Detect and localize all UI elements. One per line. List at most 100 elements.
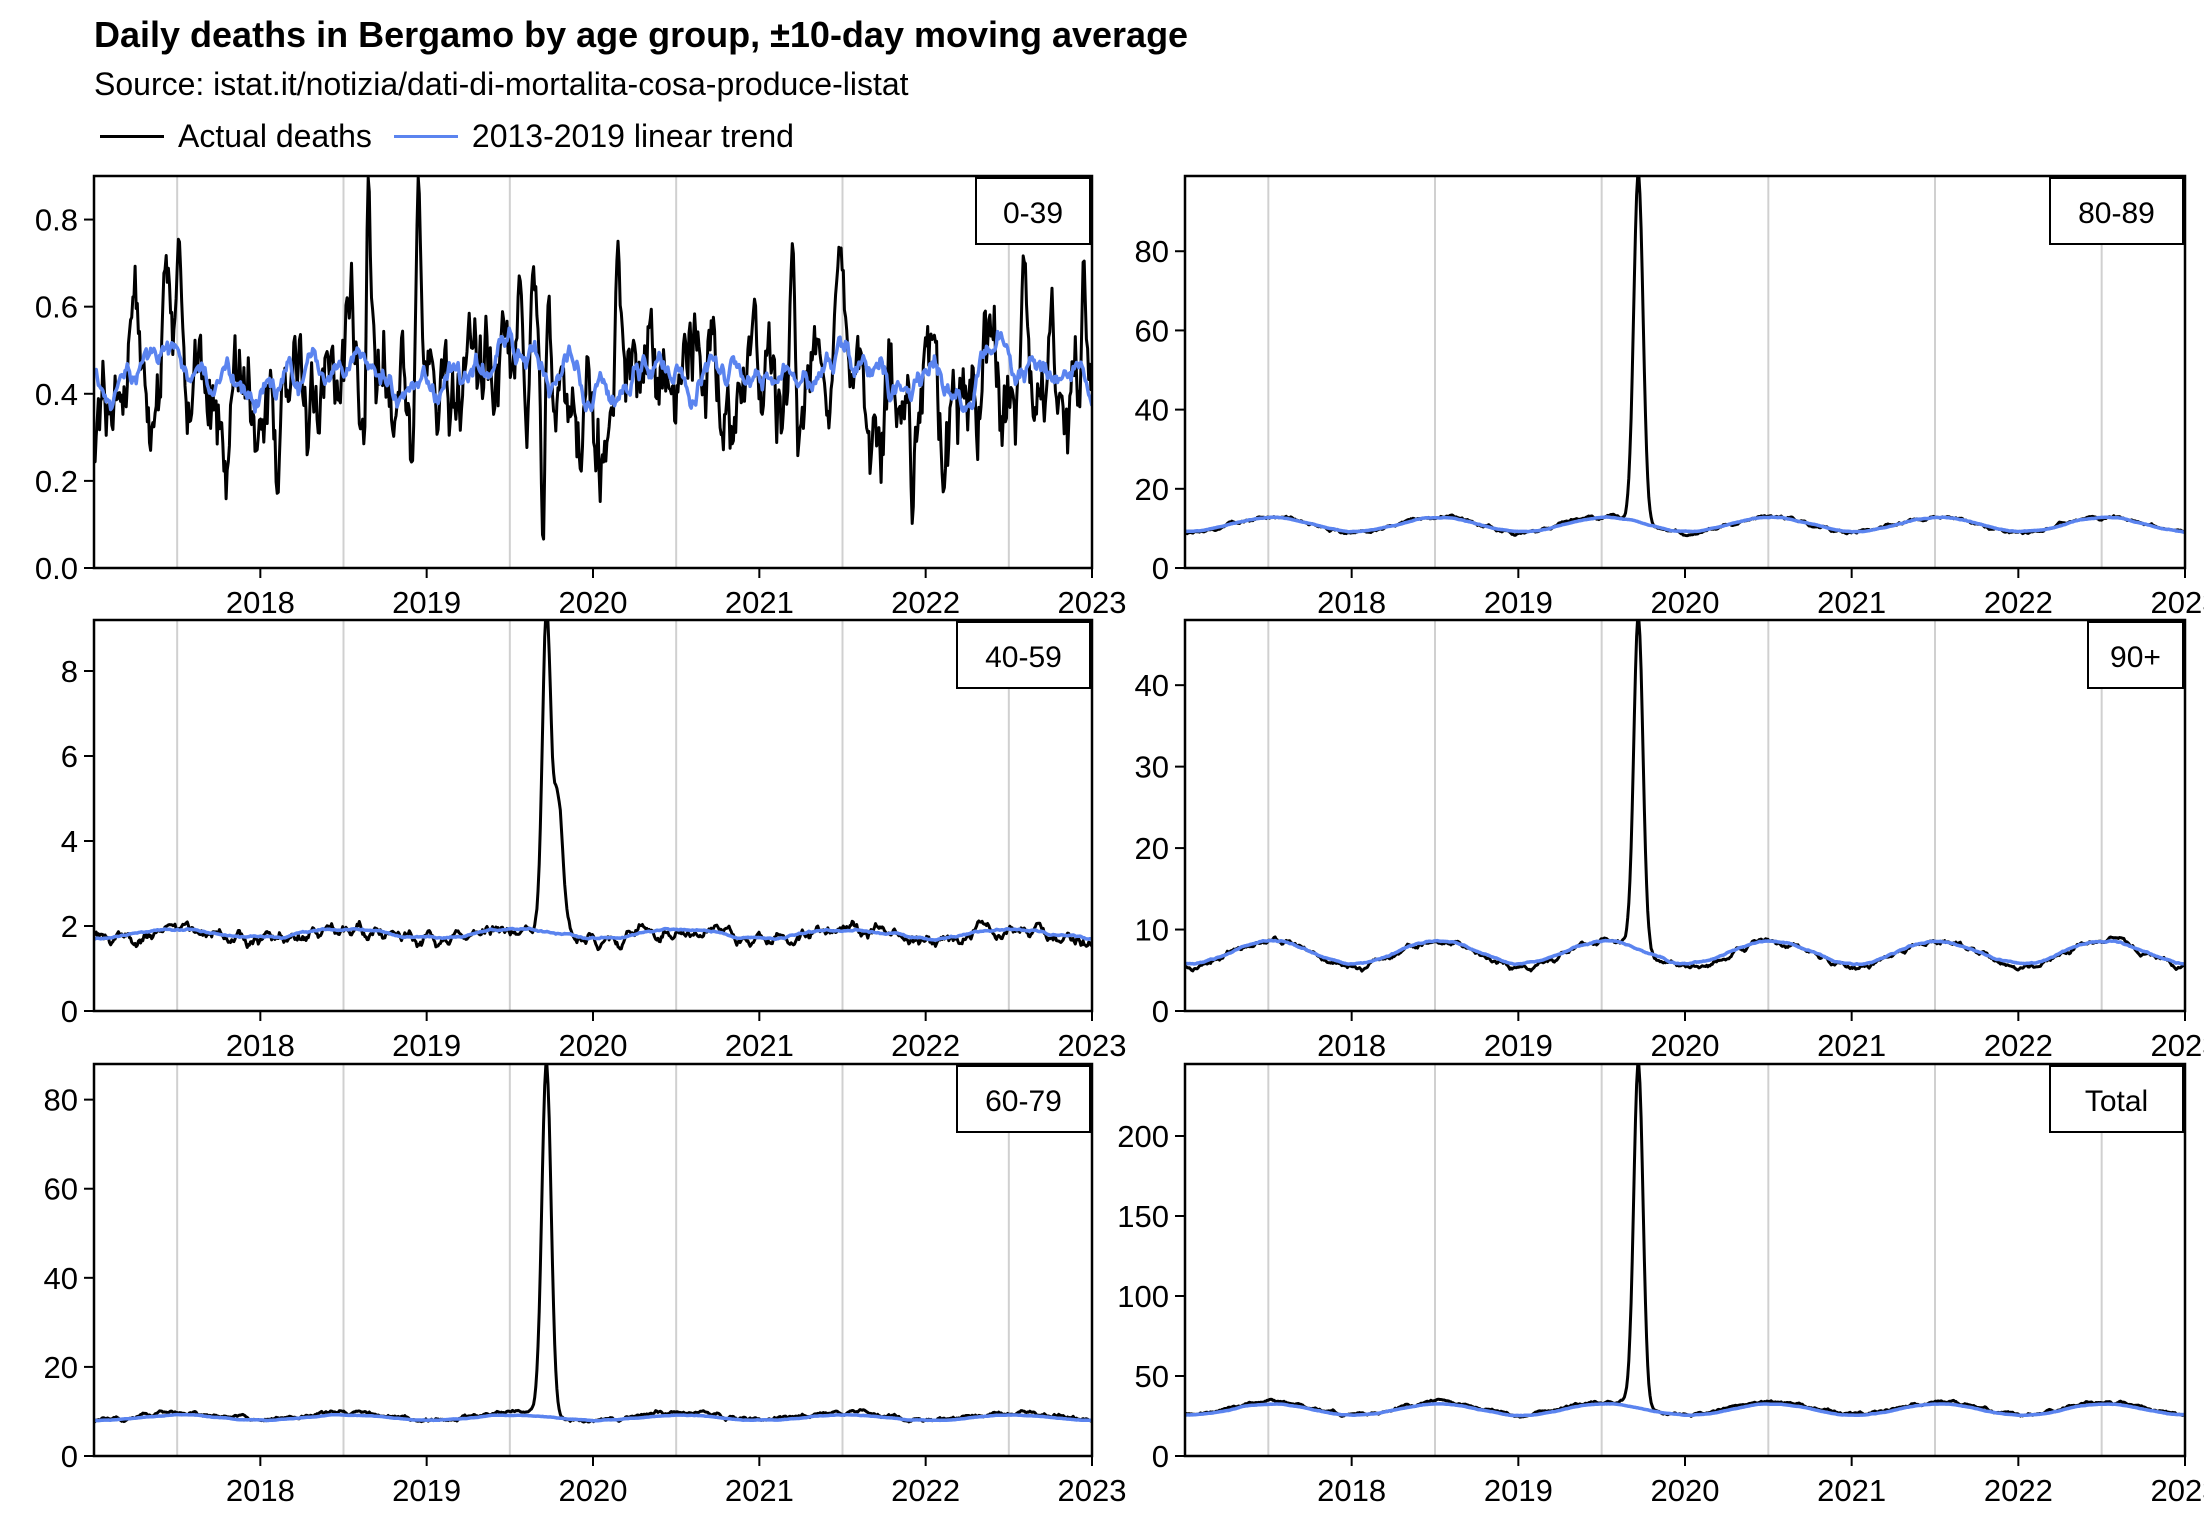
panel-total: 0 50 100 150 200 2018 2019 2020 2021 2022 2023 Tota… <box>1117 1062 2204 1508</box>
x-tick-label: 2022 <box>891 1028 960 1063</box>
actual-deaths-line <box>1185 1064 2185 1419</box>
x-tick-label: 2021 <box>1817 585 1886 620</box>
x-tick-label: 2019 <box>1484 1028 1553 1063</box>
panel-label: 60-79 <box>985 1085 1062 1118</box>
y-tick-label: 0.0 <box>35 551 78 586</box>
x-tick-label: 2023 <box>1058 1473 1127 1508</box>
y-tick-label: 0.8 <box>35 203 78 238</box>
legend-swatch-trend <box>393 134 458 138</box>
y-tick-label: 30 <box>1135 750 1169 785</box>
y-tick-label: 4 <box>61 824 78 859</box>
x-tick-label: 2023 <box>1058 1028 1127 1063</box>
chart-subtitle: Source: istat.it/notizia/dati-di-mortali… <box>94 66 909 102</box>
trend-line <box>1185 1402 2185 1418</box>
legend-item-actual: Actual deaths <box>100 118 372 155</box>
x-tick-label: 2018 <box>1317 1473 1386 1508</box>
y-tick-label: 80 <box>1135 234 1169 269</box>
y-tick-label: 60 <box>44 1172 78 1207</box>
panel-label: Total <box>2085 1085 2148 1118</box>
x-tick-label: 2019 <box>1484 1473 1553 1508</box>
x-tick-label: 2020 <box>1651 585 1720 620</box>
y-tick-label: 10 <box>1135 913 1169 948</box>
y-tick-label: 0 <box>1152 551 1169 586</box>
y-tick-label: 200 <box>1117 1119 1169 1154</box>
actual-deaths-line <box>94 176 1092 541</box>
actual-deaths-line <box>1185 620 2185 973</box>
x-tick-label: 2023 <box>2151 1473 2204 1508</box>
y-tick-label: 50 <box>1135 1359 1169 1394</box>
x-tick-label: 2021 <box>725 585 794 620</box>
x-tick-label: 2022 <box>1984 1473 2053 1508</box>
actual-deaths-line <box>1185 176 2185 538</box>
panel-label: 40-59 <box>985 641 1062 674</box>
y-tick-label: 20 <box>1135 472 1169 507</box>
actual-deaths-line <box>94 620 1092 952</box>
panel-0-39: 0.0 0.2 0.4 0.6 0.8 2018 2019 2020 2021 2022 2023 0… <box>35 174 1127 620</box>
panel-60-79: 0 20 40 60 80 2018 2019 2020 2021 2022 2023 60-79 <box>44 1062 1127 1508</box>
actual-deaths-line <box>94 1064 1092 1424</box>
legend-label-trend: 2013-2019 linear trend <box>471 117 794 154</box>
y-tick-label: 0.2 <box>35 464 78 499</box>
y-tick-label: 6 <box>61 739 78 774</box>
panel-label-box <box>2049 1065 2184 1133</box>
panel-90plus: 0 10 20 30 40 2018 2019 2020 2021 2022 2023 90+ <box>1135 618 2204 1063</box>
y-tick-label: 40 <box>1135 393 1169 428</box>
x-tick-label: 2019 <box>392 1028 461 1063</box>
trend-line <box>94 926 1092 942</box>
y-tick-label: 2 <box>61 909 78 944</box>
panel-label: 90+ <box>2110 641 2161 674</box>
x-tick-label: 2018 <box>226 1473 295 1508</box>
panel-label-box <box>956 1065 1091 1133</box>
x-tick-label: 2021 <box>1817 1473 1886 1508</box>
panel-label: 0-39 <box>1003 197 1063 230</box>
trend-line <box>94 326 1092 414</box>
y-tick-label: 8 <box>61 654 78 689</box>
legend-item-trend: 2013-2019 linear trend <box>393 117 794 155</box>
x-tick-label: 2023 <box>1058 585 1127 620</box>
panel-frame <box>92 618 1094 1013</box>
trend-line <box>1185 938 2185 967</box>
y-tick-label: 0.4 <box>35 377 78 412</box>
y-tick-label: 40 <box>44 1261 78 1296</box>
panel-frame <box>1183 1062 2187 1458</box>
legend: Actual deaths 2013-2019 linear trend <box>100 116 816 156</box>
trend-line <box>94 1412 1092 1423</box>
panel-label-box <box>2087 621 2184 689</box>
x-tick-label: 2020 <box>559 1028 628 1063</box>
x-tick-label: 2018 <box>1317 585 1386 620</box>
x-tick-label: 2022 <box>891 1473 960 1508</box>
y-tick-label: 0.6 <box>35 290 78 325</box>
x-tick-label: 2019 <box>392 585 461 620</box>
panel-frame <box>1183 174 2187 570</box>
x-tick-label: 2021 <box>1817 1028 1886 1063</box>
y-tick-label: 100 <box>1117 1279 1169 1314</box>
x-tick-label: 2023 <box>2151 1028 2204 1063</box>
x-tick-label: 2020 <box>1651 1473 1720 1508</box>
x-tick-label: 2020 <box>559 1473 628 1508</box>
x-tick-label: 2020 <box>559 585 628 620</box>
x-tick-label: 2019 <box>392 1473 461 1508</box>
x-tick-label: 2021 <box>725 1473 794 1508</box>
x-tick-label: 2018 <box>226 1028 295 1063</box>
x-tick-label: 2022 <box>891 585 960 620</box>
panel-label: 80-89 <box>2078 197 2155 230</box>
panel-80-89: 0 20 40 60 80 2018 2019 2020 2021 2022 2023 80-89 <box>1135 174 2204 620</box>
x-tick-label: 2019 <box>1484 585 1553 620</box>
panel-40-59: 0 2 4 6 8 2018 2019 2020 2021 2022 2023 40-59 <box>61 618 1127 1063</box>
x-tick-label: 2018 <box>1317 1028 1386 1063</box>
panel-frame <box>1183 618 2187 1013</box>
y-tick-label: 0 <box>1152 1439 1169 1474</box>
y-tick-label: 150 <box>1117 1199 1169 1234</box>
y-tick-label: 40 <box>1135 668 1169 703</box>
x-tick-label: 2023 <box>2151 585 2204 620</box>
x-tick-label: 2018 <box>226 585 295 620</box>
panel-label-box <box>975 177 1091 245</box>
x-tick-label: 2022 <box>1984 585 2053 620</box>
y-tick-label: 60 <box>1135 313 1169 348</box>
x-tick-label: 2021 <box>725 1028 794 1063</box>
y-tick-label: 20 <box>44 1350 78 1385</box>
legend-label-actual: Actual deaths <box>178 117 372 154</box>
legend-swatch-actual <box>100 134 164 138</box>
y-tick-label: 0 <box>61 1439 78 1474</box>
